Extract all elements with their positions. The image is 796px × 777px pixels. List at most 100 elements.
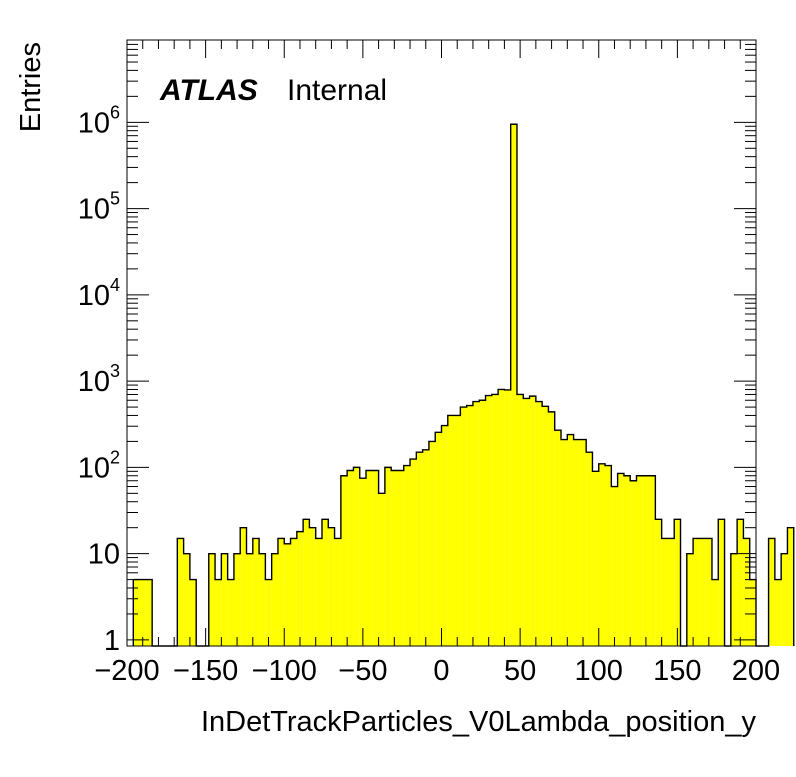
histogram-bin bbox=[309, 527, 316, 646]
histogram-bin bbox=[454, 415, 461, 646]
histogram-bin bbox=[586, 452, 593, 646]
histogram-bin bbox=[321, 519, 329, 646]
histogram-bin bbox=[617, 473, 624, 646]
histogram-bin bbox=[347, 470, 354, 646]
histogram-bin bbox=[416, 452, 423, 646]
histogram-bin bbox=[667, 538, 675, 646]
histogram-bin bbox=[315, 538, 322, 646]
x-tick-label: −150 bbox=[173, 655, 238, 687]
histogram-bin bbox=[781, 553, 788, 646]
histogram-bin bbox=[749, 579, 756, 646]
y-tick-label: 104 bbox=[78, 275, 120, 312]
histogram-bin bbox=[410, 459, 417, 646]
histogram-bin bbox=[259, 553, 266, 646]
histogram-bin bbox=[611, 486, 618, 646]
histogram-bin bbox=[642, 475, 650, 646]
histogram-bin bbox=[730, 553, 738, 646]
histogram-bin bbox=[372, 470, 379, 646]
histogram-bin bbox=[711, 579, 719, 646]
histogram-bin bbox=[705, 538, 712, 646]
histogram-bin bbox=[598, 463, 606, 646]
histogram-bin bbox=[460, 407, 467, 646]
histogram-bin bbox=[215, 579, 222, 646]
histogram-bin bbox=[391, 470, 398, 646]
histogram-bin bbox=[397, 470, 404, 646]
histogram-bin bbox=[133, 579, 140, 646]
histogram-bin bbox=[265, 579, 272, 646]
histogram-bin bbox=[529, 396, 536, 646]
histogram-bin bbox=[284, 543, 291, 646]
histogram-bin bbox=[221, 553, 228, 646]
histogram-bin bbox=[303, 519, 310, 646]
histogram-bin bbox=[649, 475, 656, 646]
histogram-bin bbox=[737, 519, 744, 646]
histogram-bin bbox=[636, 475, 643, 646]
histogram-bin bbox=[328, 527, 335, 646]
histogram-bin bbox=[246, 553, 253, 646]
histogram-bin bbox=[630, 480, 637, 646]
histogram-bin bbox=[674, 519, 681, 646]
histogram-bin bbox=[516, 394, 524, 646]
internal-label: Internal bbox=[287, 74, 387, 107]
histogram-bin bbox=[428, 441, 436, 646]
histogram-bin bbox=[359, 478, 367, 646]
x-tick-label: −50 bbox=[338, 655, 387, 687]
y-tick-label: 102 bbox=[78, 447, 120, 484]
histogram-bin bbox=[290, 538, 297, 646]
histogram-bin bbox=[384, 467, 392, 646]
histogram-bin bbox=[227, 579, 234, 646]
histogram-bin bbox=[605, 465, 612, 646]
plot-frame bbox=[126, 39, 757, 647]
histogram-bin bbox=[403, 465, 411, 646]
histogram-bin bbox=[491, 394, 499, 646]
histogram-bin bbox=[435, 432, 442, 646]
histogram-bin bbox=[787, 527, 794, 646]
histogram-bin bbox=[579, 439, 587, 646]
histogram-bin bbox=[774, 579, 782, 646]
histogram-bin bbox=[718, 519, 725, 646]
histogram-bin bbox=[542, 406, 549, 646]
histogram-bin bbox=[504, 389, 511, 646]
x-axis-label: InDetTrackParticles_V0Lambda_position_y bbox=[201, 706, 757, 738]
histogram-bin bbox=[498, 389, 505, 646]
histogram-bin bbox=[693, 538, 700, 646]
histogram-bin bbox=[353, 467, 360, 646]
histogram-bin bbox=[252, 538, 260, 646]
histogram-bin bbox=[271, 553, 278, 646]
histogram-bin bbox=[567, 434, 574, 646]
histogram-bin bbox=[277, 538, 285, 646]
histogram-bin bbox=[240, 527, 247, 646]
histogram-bin bbox=[472, 401, 480, 646]
histogram-bin bbox=[592, 471, 599, 646]
x-tick-label: 50 bbox=[504, 655, 536, 687]
histogram-bin bbox=[139, 579, 146, 646]
histogram-bin bbox=[334, 538, 341, 646]
y-tick-label: 1 bbox=[104, 625, 120, 657]
histogram-bin bbox=[189, 579, 197, 646]
histogram-bin bbox=[296, 531, 304, 646]
histogram-bin bbox=[554, 430, 562, 646]
histogram-bin bbox=[686, 553, 694, 646]
histogram-bin bbox=[208, 553, 216, 646]
histogram-bin bbox=[183, 553, 190, 646]
atlas-label: ATLAS bbox=[159, 74, 258, 107]
y-tick-label: 106 bbox=[78, 102, 120, 139]
histogram-bin bbox=[655, 519, 662, 646]
histogram-bin bbox=[523, 398, 530, 646]
y-axis-label: Entries bbox=[15, 42, 47, 132]
x-tick-label: −200 bbox=[94, 655, 159, 687]
x-tick-label: −100 bbox=[252, 655, 317, 687]
x-tick-label: 100 bbox=[575, 655, 623, 687]
y-tick-label: 105 bbox=[78, 189, 120, 226]
histogram-bin bbox=[466, 405, 473, 646]
histogram-bin bbox=[548, 411, 555, 646]
x-tick-label: 200 bbox=[732, 655, 780, 687]
x-tick-label: 150 bbox=[653, 655, 701, 687]
x-tick-label: 0 bbox=[433, 655, 449, 687]
histogram-bin bbox=[699, 538, 706, 646]
histogram-bin bbox=[145, 579, 153, 646]
histogram-bin bbox=[573, 439, 580, 646]
histogram-bin bbox=[479, 400, 486, 646]
